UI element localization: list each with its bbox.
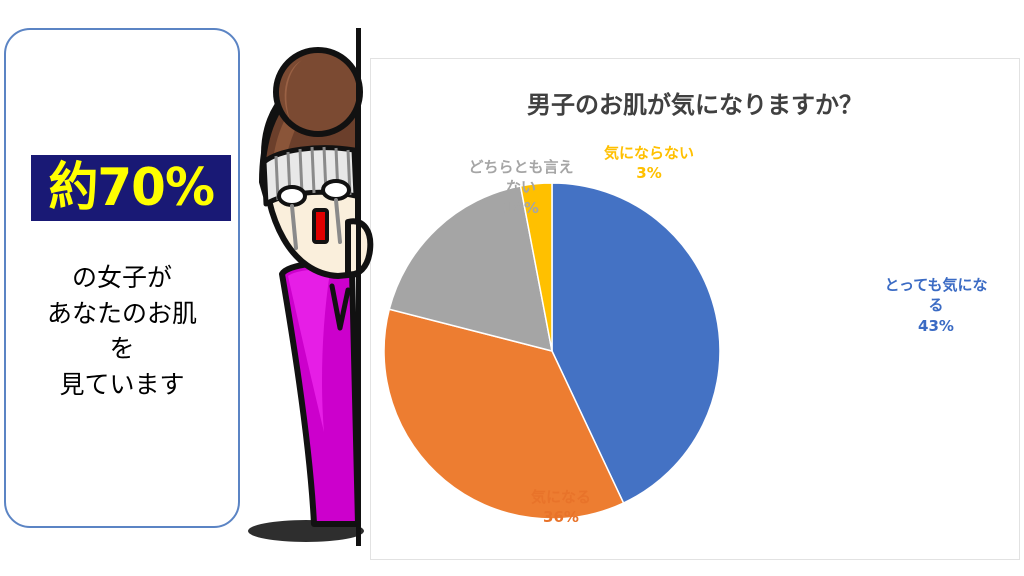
pie-slice-4[interactable] — [519, 182, 553, 352]
character-illustration — [248, 24, 374, 558]
highlight-percentage-text: 約70% — [48, 158, 215, 218]
girl-peeking-figure — [259, 47, 374, 527]
pie-label-kininaru: 気になる 36% — [496, 487, 626, 528]
pie-label-value: 18% — [503, 198, 539, 217]
callout-line-2: あなたのお肌 — [46, 298, 197, 328]
pie-label-value: 3% — [636, 164, 662, 183]
pie-label-line-1: 気にならない — [603, 144, 694, 162]
collar-v — [329, 283, 351, 331]
pie-chart — [383, 182, 721, 520]
pie-label-value: 43% — [918, 316, 954, 335]
mouth — [312, 208, 329, 244]
pie-label-line-1: とっても気にな — [884, 276, 988, 294]
chart-panel: 男子のお肌が気になりますか？ とっても気にな る 43% 気になる 36% どち… — [370, 58, 1020, 560]
pie-slice-1[interactable] — [551, 182, 721, 505]
hair-bun — [273, 47, 363, 137]
pie-label-dochiratomo-ienai: どちらとも言え ない 18% — [451, 157, 591, 218]
pie-label-totemo-kininaru: とっても気にな る 43% — [866, 275, 1006, 336]
left-tear-streak — [290, 204, 298, 250]
pie-label-line-2: る — [928, 296, 944, 315]
highlight-percentage-box: 約70% — [31, 155, 231, 221]
chart-title: 男子のお肌が気になりますか？ — [527, 91, 863, 119]
pie-label-value: 36% — [543, 508, 579, 527]
callout-line-1: の女子が — [71, 263, 172, 292]
pie-slices — [383, 182, 721, 520]
pie-slice-3[interactable] — [388, 185, 553, 353]
callout-card: 約70% の女子が あなたのお肌 を 見ています — [4, 28, 240, 528]
right-tear-streak — [334, 198, 342, 244]
right-eye — [321, 179, 351, 201]
callout-body-text: の女子が あなたのお肌 を 見ています — [6, 260, 238, 402]
hair-bun-highlight — [284, 60, 302, 120]
pie-label-kininaranai: 気にならない 3% — [569, 143, 729, 184]
callout-line-4: 見ています — [59, 369, 185, 399]
pie-label-line-1: どちらとも言え — [468, 158, 574, 176]
pole — [356, 28, 361, 546]
pie-label-line-2: ない — [505, 178, 536, 197]
left-eye — [277, 185, 307, 207]
callout-line-3: を — [109, 334, 135, 363]
dress-highlight — [288, 269, 330, 432]
pie-slice-2[interactable] — [383, 308, 625, 520]
pie-label-line-1: 気になる — [530, 488, 591, 506]
